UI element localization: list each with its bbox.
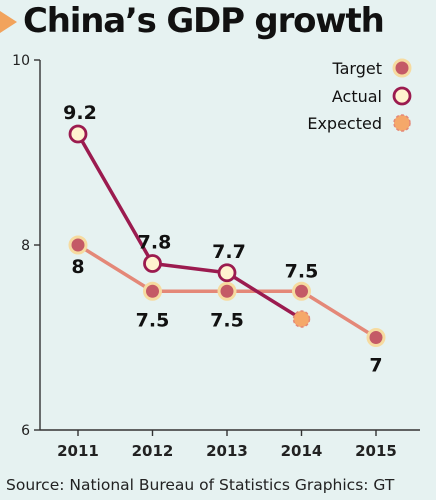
target-label-2015: 7 [369,355,382,377]
actual-point-2011 [68,124,88,144]
x-tick-label-2011: 2011 [57,442,99,460]
legend-label-actual: Actual [332,87,382,106]
x-tick-label-2014: 2014 [281,442,323,460]
target-point-2014 [292,281,311,301]
expected-point-2014 [292,310,311,328]
title-row: China’s GDP growth [0,0,436,44]
legend-marker-target [392,58,412,78]
actual-label-2012: 7.8 [138,232,172,254]
x-tick-label-2012: 2012 [132,442,174,460]
title-triangle-icon [0,11,17,33]
target-point-2013 [217,281,237,301]
y-tick-label-8: 8 [21,238,30,254]
target-label-2011: 8 [71,256,84,278]
source-note: Source: National Bureau of Statistics Gr… [6,476,395,494]
target-label-2013: 7.5 [210,309,244,331]
gdp-chart: 6 8 10 2011 2012 2013 2014 2015 8 7.5 7.5 7.5 7 9.2 7.… [12,53,420,460]
x-tick-label-2015: 2015 [355,442,397,460]
actual-label-2013: 7.7 [212,241,246,263]
target-label-2014: 7.5 [285,260,319,282]
legend-marker-actual [392,86,412,106]
legend-marker-expected [393,114,411,132]
x-tick-label-2013: 2013 [206,442,248,460]
chart-title: China’s GDP growth [23,1,385,41]
target-point-2011 [68,235,88,255]
actual-series-line [76,133,303,321]
actual-point-2013 [217,263,237,283]
legend-label-expected: Expected [307,114,382,133]
target-point-2015 [366,328,386,347]
target-point-2012 [143,281,162,301]
legend-label-target: Target [332,59,383,78]
y-tick-label-10: 10 [12,53,30,69]
y-tick-label-6: 6 [21,423,30,439]
target-label-2012: 7.5 [136,309,170,331]
actual-label-2011: 9.2 [63,102,97,124]
actual-point-2012 [143,254,162,273]
